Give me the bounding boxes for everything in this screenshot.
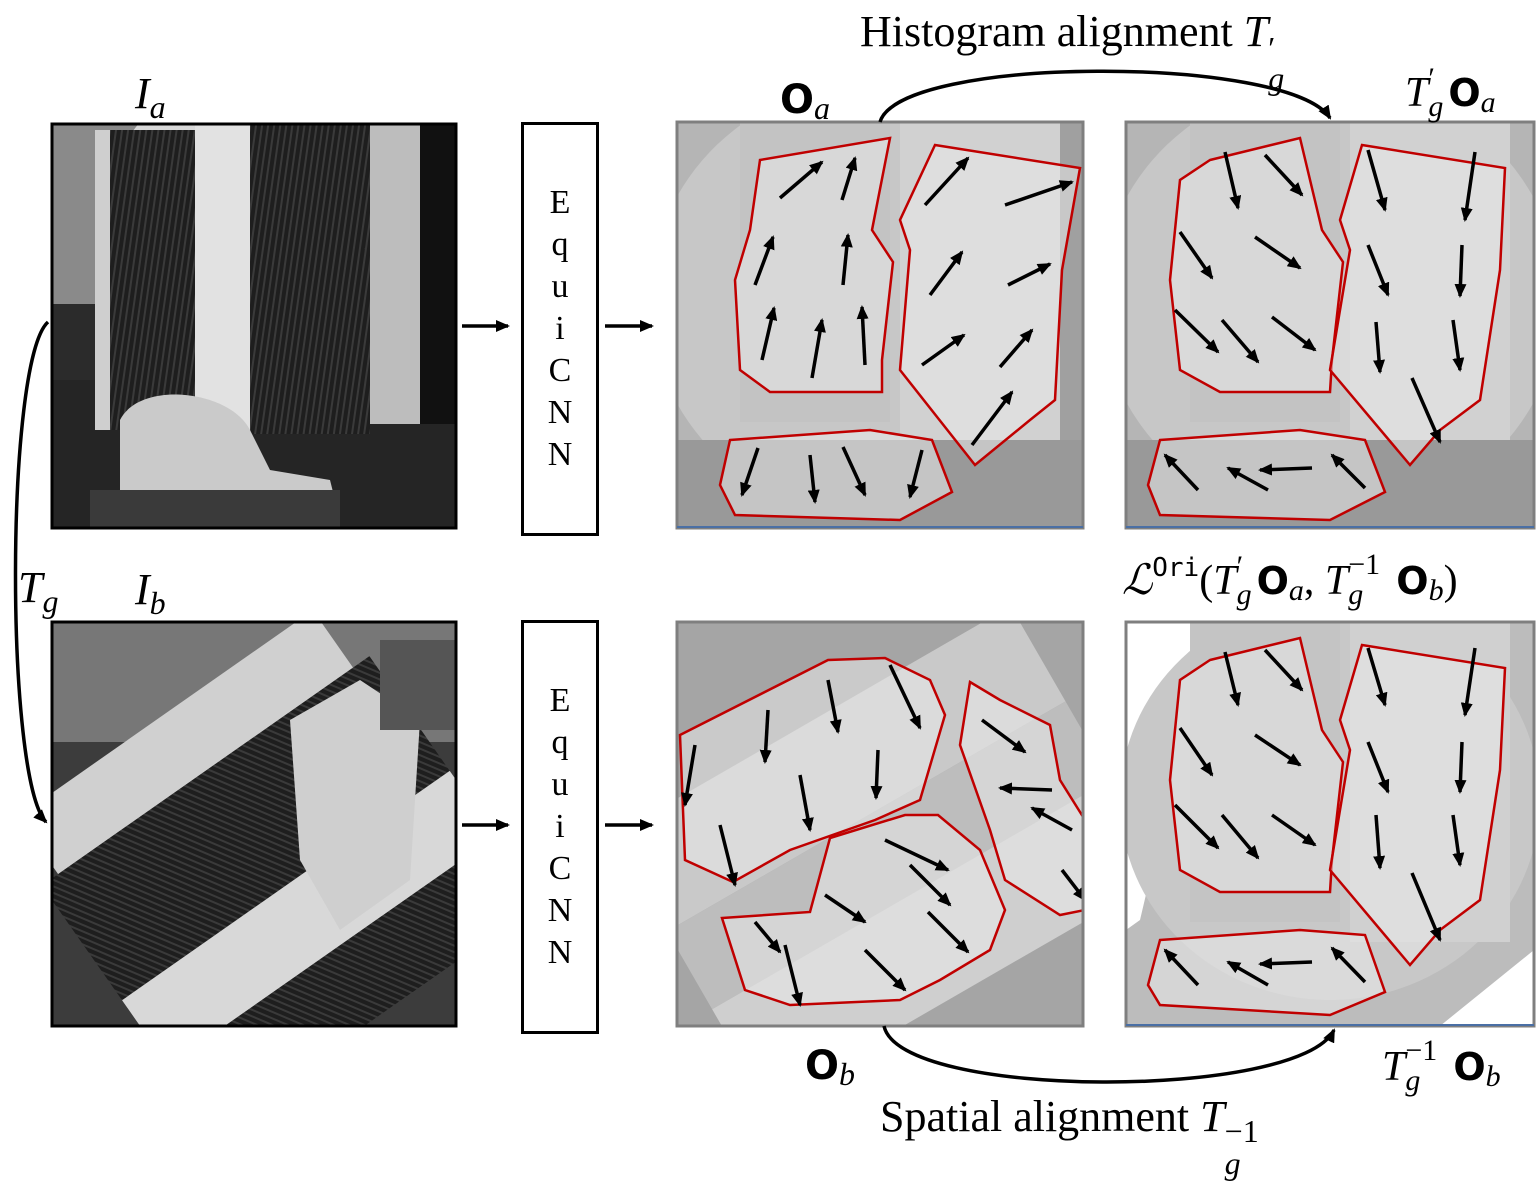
- label-sub: g: [1405, 1064, 1421, 1097]
- caption-sup: ′: [1268, 30, 1276, 66]
- image-ib: [52, 622, 456, 1026]
- flow-arrows: [13, 69, 1336, 1084]
- loss-t1: T: [1213, 558, 1237, 604]
- caption-sub: g: [1224, 1145, 1241, 1181]
- label-symbol: O: [780, 77, 815, 123]
- label-o: O: [1453, 1045, 1486, 1089]
- cnn-letter: i: [555, 310, 565, 347]
- cnn-letter: q: [551, 226, 569, 263]
- loss-t1-sup: ′: [1236, 550, 1244, 583]
- loss-close-paren: ): [1443, 558, 1458, 604]
- label-loss: ℒOri(T ′ g Oa, T −1 g Ob): [1122, 550, 1458, 610]
- label-sub: g: [42, 583, 59, 619]
- caption-symbol: T: [1200, 1092, 1225, 1141]
- label-ia: Ia: [135, 69, 166, 124]
- label-symbol: I: [135, 69, 150, 118]
- loss-t2: T: [1324, 558, 1349, 604]
- cnn-letter: E: [549, 184, 571, 221]
- label-o: O: [1448, 71, 1481, 115]
- caption-sub: g: [1268, 60, 1285, 96]
- loss-o2: O: [1396, 559, 1429, 603]
- label-ob: Ob: [805, 1043, 855, 1090]
- label-sup: −1: [1405, 1034, 1438, 1067]
- image-ia: [52, 124, 456, 528]
- cnn-letter: N: [547, 394, 573, 431]
- cnn-letter: u: [551, 766, 569, 803]
- label-tginv-ob: T −1 g Ob: [1382, 1036, 1501, 1096]
- loss-o1-sub: a: [1288, 574, 1304, 607]
- cnn-letter: N: [547, 436, 573, 473]
- loss-symbol: ℒ: [1122, 558, 1153, 604]
- label-osub: b: [1485, 1060, 1501, 1093]
- label-symbol: O: [805, 1043, 840, 1089]
- equicnn-box-top: E q u i C N N: [521, 122, 599, 536]
- loss-t1-sub: g: [1236, 578, 1252, 611]
- loss-t2-sub: g: [1348, 578, 1364, 611]
- loss-comma: ,: [1303, 558, 1325, 604]
- label-t: T: [1382, 1044, 1406, 1090]
- caption-sup: −1: [1224, 1113, 1259, 1149]
- label-sub: g: [1428, 90, 1444, 123]
- panel-tg-oa: [1126, 122, 1534, 528]
- label-sub: b: [839, 1056, 856, 1092]
- panel-tginv-ob: [1126, 622, 1534, 1026]
- histogram-alignment-caption: Histogram alignment T ′ g: [860, 7, 1290, 95]
- loss-o2-sub: b: [1428, 574, 1444, 607]
- label-osub: a: [1480, 86, 1496, 119]
- label-sup: ′: [1428, 62, 1435, 95]
- caption-symbol: T: [1243, 7, 1269, 56]
- loss-t2-sup: −1: [1348, 548, 1381, 581]
- panel-ob: [677, 622, 1083, 1026]
- loss-open-paren: (: [1199, 558, 1214, 604]
- label-sub: a: [814, 90, 831, 126]
- label-sub: a: [149, 89, 166, 125]
- caption-text: Histogram alignment: [860, 7, 1244, 56]
- cnn-letter: N: [547, 934, 573, 971]
- label-t: T: [1405, 70, 1429, 116]
- cnn-letter: u: [551, 268, 569, 305]
- cnn-letter: i: [555, 808, 565, 845]
- cnn-letter: q: [551, 724, 569, 761]
- spatial-alignment-caption: Spatial alignment T −1 g: [880, 1092, 1273, 1180]
- label-ib: Ib: [135, 565, 166, 620]
- loss-o1: O: [1256, 559, 1289, 603]
- label-tg-oa: T ′ g Oa: [1405, 64, 1496, 122]
- caption-text: Spatial alignment: [880, 1092, 1201, 1141]
- label-tg: Tg: [18, 563, 58, 618]
- label-symbol: I: [135, 565, 150, 614]
- cnn-letter: E: [549, 682, 571, 719]
- label-symbol: T: [18, 563, 43, 612]
- equicnn-box-bottom: E q u i C N N: [521, 620, 599, 1034]
- cnn-letter: C: [548, 352, 572, 389]
- panel-oa: [677, 122, 1083, 528]
- cnn-letter: N: [547, 892, 573, 929]
- cnn-letter: C: [548, 850, 572, 887]
- label-sub: b: [149, 585, 166, 621]
- loss-sup: Ori: [1152, 553, 1200, 583]
- label-oa: Oa: [780, 77, 830, 124]
